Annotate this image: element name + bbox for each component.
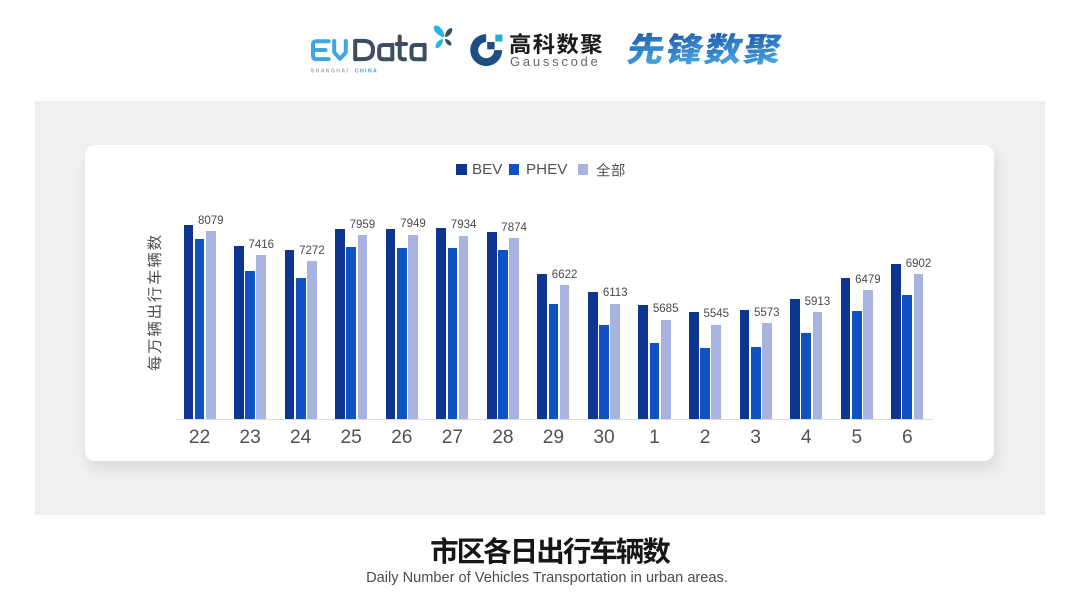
svg-text:SHANGHAI CHINA: SHANGHAI CHINA: [311, 69, 378, 75]
